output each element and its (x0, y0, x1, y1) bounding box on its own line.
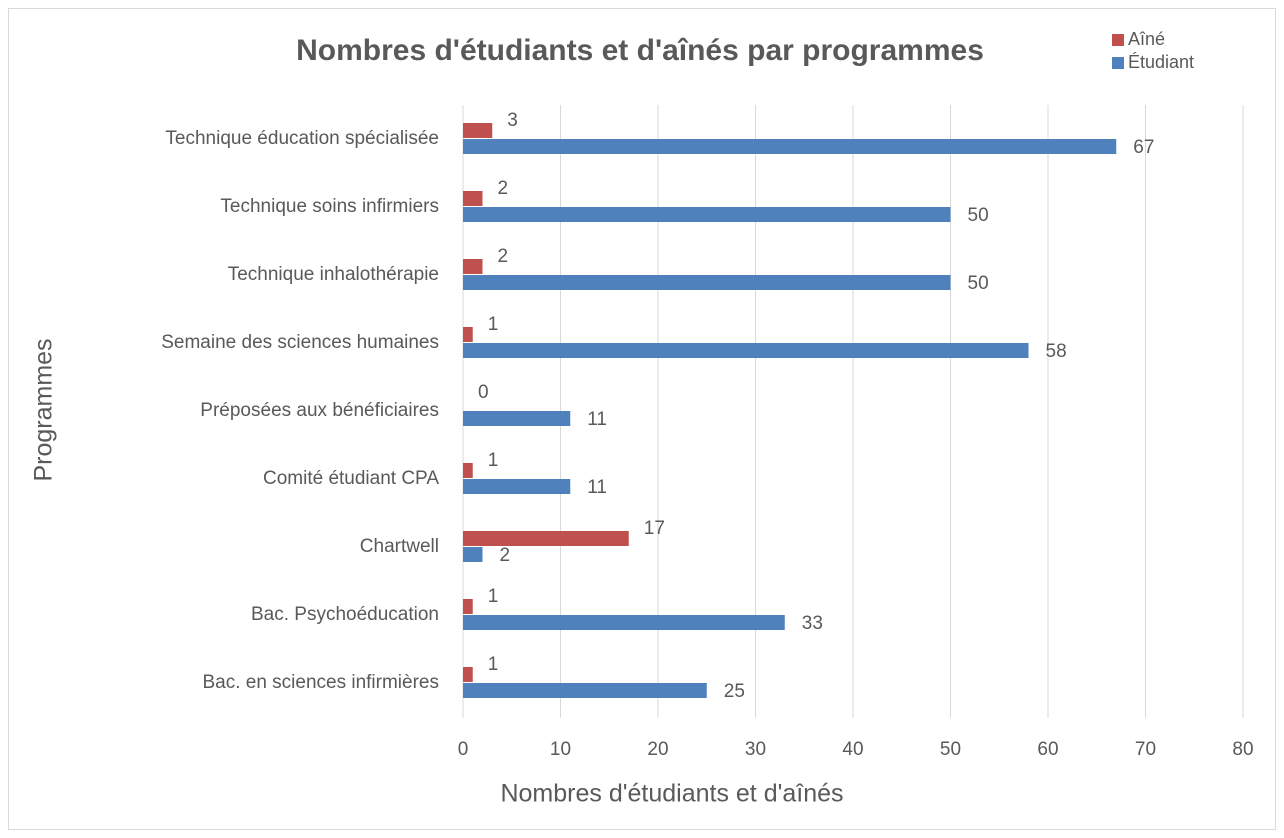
bar (463, 615, 785, 630)
x-tick-label: 30 (745, 739, 766, 760)
legend-label: Aîné (1128, 29, 1165, 49)
bar (463, 463, 473, 478)
data-label: 1 (488, 654, 499, 675)
data-label: 2 (498, 246, 509, 267)
x-tick-label: 0 (458, 739, 469, 760)
data-label: 67 (1133, 137, 1154, 158)
x-tick-label: 80 (1232, 739, 1253, 760)
bar (463, 343, 1029, 358)
x-axis-title: Nombres d'étudiants et d'aînés (500, 780, 843, 808)
bar (463, 599, 473, 614)
bar (463, 547, 483, 562)
legend-swatch (1112, 57, 1124, 69)
data-label: 11 (587, 477, 607, 498)
data-label: 3 (507, 110, 518, 131)
y-axis-title: Programmes (30, 338, 58, 481)
data-label: 0 (478, 382, 489, 403)
y-tick-label: Chartwell (360, 536, 439, 557)
bar (463, 207, 951, 222)
y-tick-label: Technique soins infirmiers (220, 196, 439, 217)
bar (463, 275, 951, 290)
data-label: 50 (968, 273, 989, 294)
x-tick-label: 20 (647, 739, 668, 760)
legend-swatch (1112, 34, 1124, 46)
bar (463, 411, 571, 426)
bar (463, 139, 1117, 154)
x-tick-label: 40 (842, 739, 863, 760)
data-label: 33 (802, 613, 823, 634)
x-tick-label: 10 (550, 739, 571, 760)
data-label: 11 (587, 409, 607, 430)
y-tick-label: Semaine des sciences humaines (161, 332, 439, 353)
bar (463, 123, 493, 138)
data-label: 1 (488, 586, 499, 607)
data-label: 2 (500, 545, 511, 566)
data-label: 25 (724, 681, 745, 702)
y-tick-label: Préposées aux bénéficiaires (200, 400, 439, 421)
data-label: 50 (968, 205, 989, 226)
data-label: 1 (488, 314, 499, 335)
y-tick-label: Comité étudiant CPA (263, 468, 439, 489)
legend-label: Étudiant (1128, 52, 1194, 72)
x-tick-label: 50 (940, 739, 961, 760)
y-tick-label: Technique inhalothérapie (228, 264, 439, 285)
bar (463, 191, 483, 206)
y-tick-label: Technique éducation spécialisée (165, 128, 439, 149)
bar (463, 531, 629, 546)
bar (463, 479, 571, 494)
bar (463, 683, 707, 698)
bar (463, 667, 473, 682)
data-label: 2 (498, 178, 509, 199)
x-tick-label: 70 (1135, 739, 1156, 760)
y-tick-label: Bac. Psychoéducation (251, 604, 439, 625)
data-label: 17 (644, 518, 665, 539)
bar (463, 259, 483, 274)
y-tick-label: Bac. en sciences infirmières (202, 672, 439, 693)
data-label: 58 (1046, 341, 1067, 362)
chart-title: Nombres d'étudiants et d'aînés par progr… (296, 34, 984, 67)
data-label: 1 (488, 450, 499, 471)
bar (463, 327, 473, 342)
x-tick-label: 60 (1037, 739, 1058, 760)
